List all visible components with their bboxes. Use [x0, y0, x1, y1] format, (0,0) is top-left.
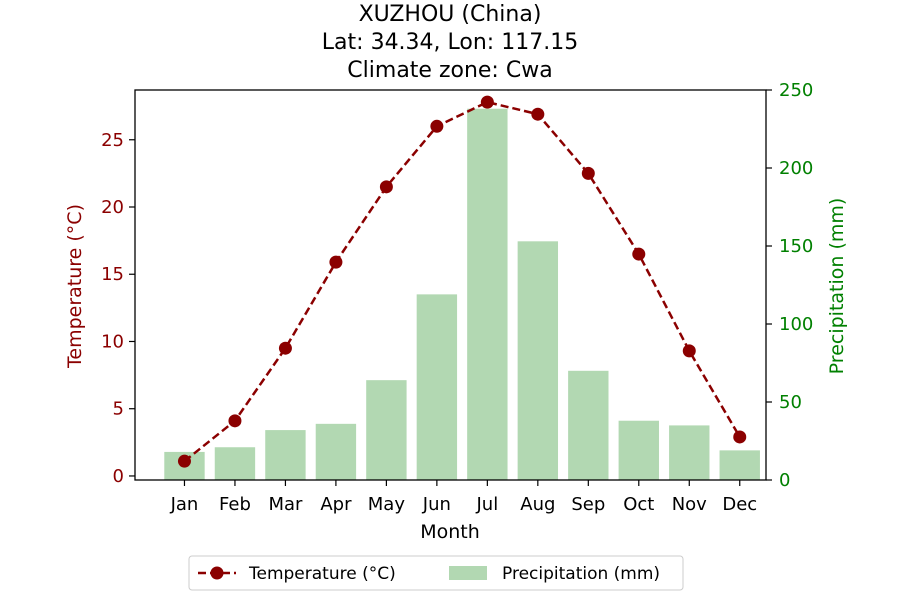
temperature-point-oct [632, 247, 646, 261]
temperature-point-mar [278, 341, 292, 355]
right-tick-label: 250 [779, 80, 813, 101]
precipitation-bar-may [366, 380, 407, 480]
x-tick-label: Dec [722, 494, 757, 515]
legend-precipitation-label: Precipitation (mm) [502, 564, 660, 584]
x-tick-label: Jun [422, 494, 451, 515]
right-tick-label: 0 [779, 470, 790, 491]
chart-subtitle-coordinates: Lat: 34.34, Lon: 117.15 [322, 30, 578, 55]
x-axis-label: Month [420, 521, 480, 543]
temperature-point-nov [682, 344, 696, 358]
x-tick-label: Jul [475, 494, 498, 515]
x-tick-label: Mar [268, 494, 303, 515]
x-tick-label: Feb [219, 494, 251, 515]
temperature-line-path [183, 100, 741, 463]
right-tick-label: 150 [779, 236, 813, 257]
temperature-point-may [379, 180, 393, 194]
precipitation-bar-nov [669, 425, 710, 480]
temperature-point-sep [581, 166, 595, 180]
x-tick-label: Oct [623, 494, 654, 515]
left-tick-label: 20 [101, 197, 124, 218]
chart-title: XUZHOU (China) [359, 2, 542, 27]
precipitation-bar-feb [214, 447, 256, 480]
temperature-point-jun [430, 119, 444, 133]
precipitation-bar-sep [568, 370, 609, 480]
x-tick-label: Aug [520, 494, 555, 515]
precipitation-bar-aug [517, 241, 559, 480]
right-tick-label: 200 [779, 158, 813, 179]
x-tick-label: Apr [320, 494, 352, 515]
x-tick-label: Nov [672, 494, 707, 515]
left-tick-label: 0 [113, 466, 124, 487]
precipitation-bar-dec [719, 450, 760, 480]
left-tick-label: 10 [101, 331, 124, 352]
precipitation-bar-apr [315, 423, 357, 480]
left-tick-label: 25 [101, 130, 124, 151]
chart-subtitle-climate-zone: Climate zone: Cwa [347, 58, 552, 83]
precipitation-bars [164, 108, 760, 480]
temperature-line [177, 95, 747, 468]
legend-precipitation-swatch [449, 566, 487, 580]
temperature-point-dec [733, 430, 747, 444]
right-tick-label: 100 [779, 314, 813, 335]
temperature-point-jan [177, 454, 191, 468]
legend-temperature-swatch-marker [210, 566, 224, 580]
left-tick-label: 15 [101, 264, 124, 285]
left-tick-label: 5 [113, 399, 124, 420]
plot-frame [134, 89, 767, 481]
temperature-point-apr [329, 255, 343, 269]
legend-frame [188, 555, 684, 591]
temperature-point-feb [228, 414, 242, 428]
precipitation-bar-jun [416, 294, 458, 480]
x-tick-label: Sep [571, 494, 605, 515]
legend: Temperature (°C) Precipitation (mm) [188, 555, 684, 591]
legend-temperature-label: Temperature (°C) [248, 564, 396, 584]
precipitation-bar-oct [618, 420, 659, 480]
right-axis-label: Precipitation (mm) [826, 198, 848, 375]
right-tick-label: 50 [779, 392, 802, 413]
precipitation-bar-jul [467, 108, 508, 480]
x-tick-label: May [368, 494, 406, 515]
left-axis-label: Temperature (°C) [64, 204, 86, 369]
x-tick-label: Jan [170, 494, 199, 515]
temperature-point-aug [531, 107, 545, 121]
precipitation-bar-mar [265, 430, 306, 480]
temperature-point-jul [480, 95, 494, 109]
